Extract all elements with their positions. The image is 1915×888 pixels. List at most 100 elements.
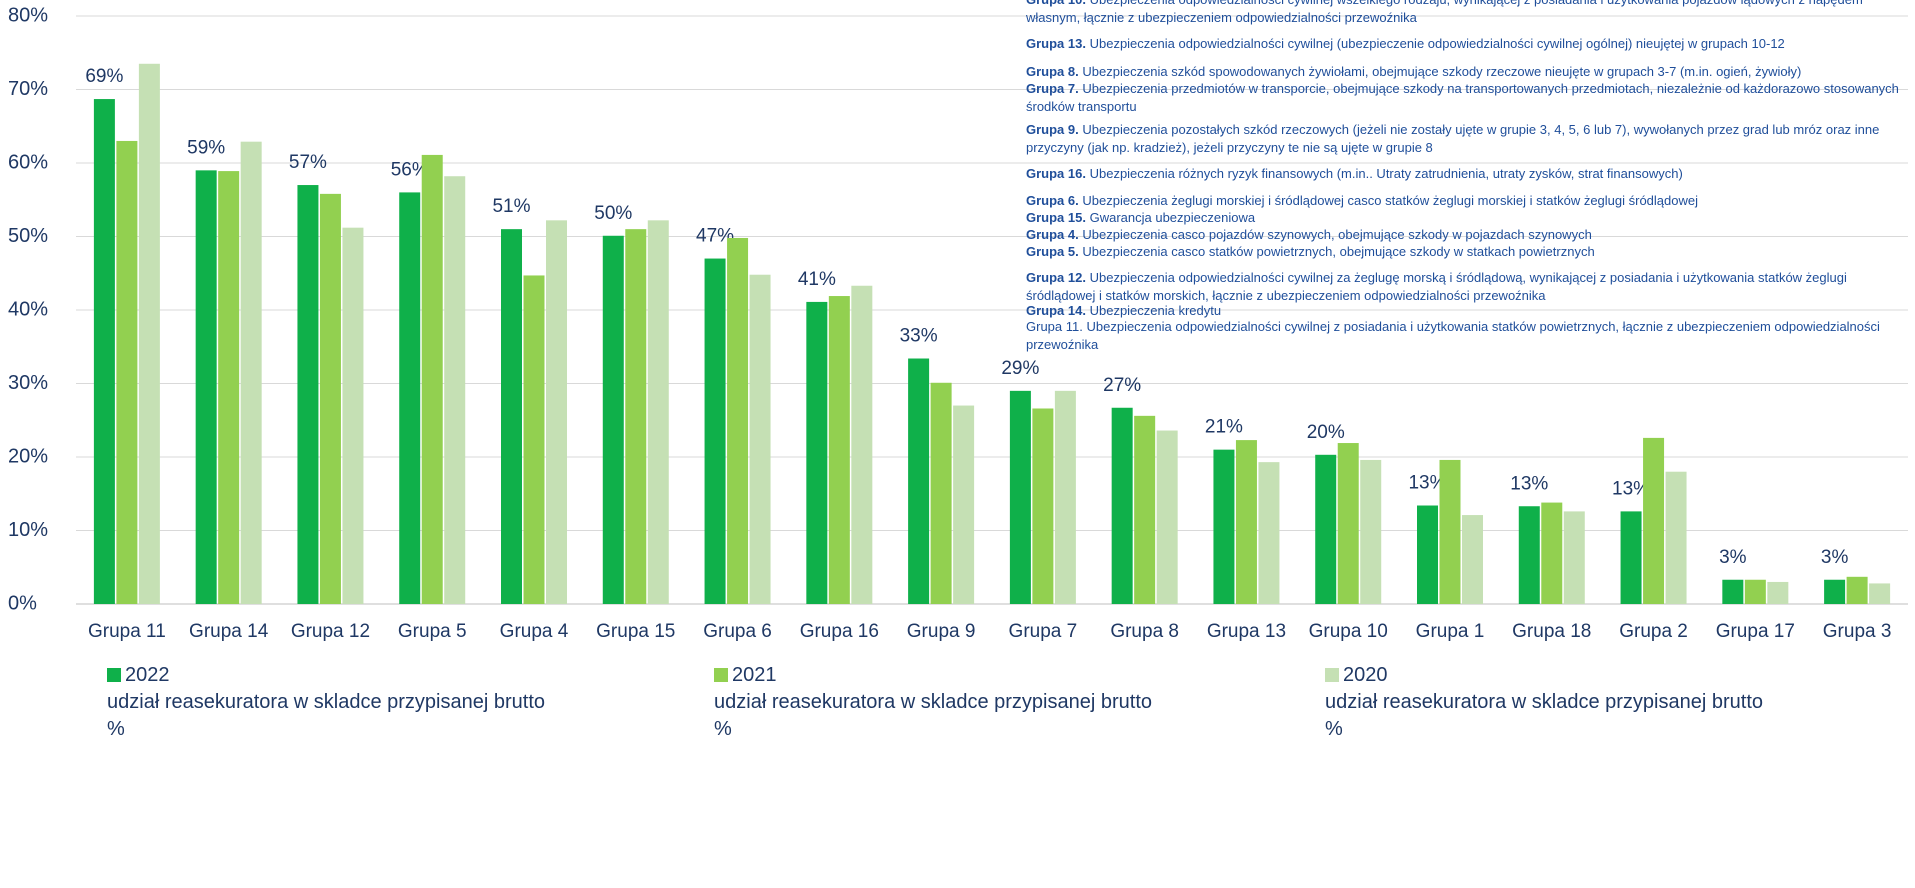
annotation-text: Ubezpieczenia szkód spowodowanych żywioł… bbox=[1082, 64, 1802, 79]
annotation-text: Ubezpieczenia odpowiedzialności cywilnej… bbox=[1026, 0, 1863, 25]
bar bbox=[1315, 454, 1337, 604]
bar bbox=[138, 63, 160, 604]
bar bbox=[727, 237, 749, 604]
bar bbox=[1111, 407, 1133, 604]
y-tick-label: 40% bbox=[8, 298, 48, 320]
bar bbox=[399, 192, 421, 604]
bar bbox=[1620, 511, 1642, 604]
annotation-group: Grupa 15. bbox=[1026, 210, 1086, 225]
x-tick-label: Grupa 8 bbox=[1110, 621, 1179, 642]
annotation: Grupa 10. Ubezpieczenia odpowiedzialnośc… bbox=[1026, 0, 1911, 27]
legend-swatch bbox=[1325, 668, 1339, 682]
bar bbox=[647, 220, 669, 604]
data-label: 51% bbox=[492, 196, 530, 217]
data-label: 57% bbox=[289, 152, 327, 173]
bar bbox=[1541, 502, 1563, 604]
bar bbox=[1032, 408, 1054, 604]
annotation-text: Ubezpieczenia odpowiedzialności cywilnej… bbox=[1026, 270, 1847, 303]
x-tick-label: Grupa 2 bbox=[1619, 621, 1688, 642]
bar bbox=[1563, 511, 1585, 604]
annotation-group: Grupa 4. bbox=[1026, 227, 1079, 242]
annotation: Grupa 5. Ubezpieczenia casco statków pow… bbox=[1026, 243, 1911, 261]
bar bbox=[930, 382, 952, 604]
bar bbox=[602, 235, 624, 604]
annotation: Grupa 13. Ubezpieczenia odpowiedzialnośc… bbox=[1026, 35, 1911, 53]
bar bbox=[342, 227, 364, 604]
data-label: 21% bbox=[1205, 417, 1243, 438]
data-label: 41% bbox=[798, 269, 836, 290]
y-tick-label: 10% bbox=[8, 519, 48, 541]
annotation-text: Ubezpieczenia casco pojazdów szynowych, … bbox=[1082, 227, 1592, 242]
annotation-group: Grupa 7. bbox=[1026, 81, 1079, 96]
data-label: 13% bbox=[1612, 478, 1650, 499]
y-tick-label: 70% bbox=[8, 78, 48, 100]
x-tick-label: Grupa 1 bbox=[1416, 621, 1485, 642]
annotation-text: Ubezpieczenia żeglugi morskiej i śródląd… bbox=[1082, 193, 1698, 208]
y-tick-label: 60% bbox=[8, 151, 48, 173]
annotation-group: Grupa 10. bbox=[1026, 0, 1086, 7]
legend-measure: udział reasekuratora w skladce przypisan… bbox=[1325, 691, 1763, 713]
bar bbox=[93, 99, 115, 605]
annotation-group: Grupa 5. bbox=[1026, 244, 1079, 259]
annotation: Grupa 6. Ubezpieczenia żeglugi morskiej … bbox=[1026, 192, 1911, 210]
annotation-text: Gwarancja ubezpieczeniowa bbox=[1089, 210, 1256, 225]
data-label: 59% bbox=[187, 137, 225, 158]
legend-name: 2022 bbox=[125, 664, 170, 686]
legend-swatch bbox=[107, 668, 121, 682]
y-tick-label: 0% bbox=[8, 592, 37, 614]
legend-item: 2021 udział reasekuratora w skladce przyp… bbox=[714, 662, 1152, 743]
bar bbox=[195, 170, 217, 604]
x-tick-label: Grupa 3 bbox=[1823, 621, 1892, 642]
x-tick-label: Grupa 7 bbox=[1009, 621, 1078, 642]
annotation-text: Ubezpieczenia kredytu bbox=[1089, 303, 1222, 318]
y-tick-label: 30% bbox=[8, 372, 48, 394]
annotation-group: Grupa 6. bbox=[1026, 193, 1079, 208]
legend-item: 2022 udział reasekuratora w skladce przyp… bbox=[107, 662, 545, 743]
bar bbox=[1134, 415, 1156, 604]
bar bbox=[444, 176, 466, 605]
bar bbox=[523, 275, 545, 604]
annotation: Grupa 8. Ubezpieczenia szkód spowodowany… bbox=[1026, 63, 1911, 81]
x-tick-label: Grupa 17 bbox=[1716, 621, 1795, 642]
annotation-text: Ubezpieczenia odpowiedzialności cywilnej… bbox=[1089, 36, 1785, 51]
legend-name: 2021 bbox=[732, 664, 777, 686]
x-tick-label: Grupa 12 bbox=[291, 621, 370, 642]
annotation: Grupa 12. Ubezpieczenia odpowiedzialnośc… bbox=[1026, 269, 1911, 305]
x-tick-label: Grupa 6 bbox=[703, 621, 772, 642]
x-tick-label: Grupa 14 bbox=[189, 621, 269, 642]
data-label: 33% bbox=[900, 326, 938, 347]
legend-unit: % bbox=[1325, 718, 1343, 740]
data-label: 20% bbox=[1307, 422, 1345, 443]
annotation-text: Ubezpieczenia przedmiotów w transporcie,… bbox=[1026, 81, 1899, 114]
legend-measure: udział reasekuratora w skladce przypisan… bbox=[107, 691, 545, 713]
annotation: Grupa 11. Ubezpieczenia odpowiedzialnośc… bbox=[1026, 318, 1911, 354]
bar bbox=[501, 229, 522, 604]
bar bbox=[116, 140, 138, 604]
data-label: 3% bbox=[1821, 547, 1849, 568]
annotations: Grupa 10. Ubezpieczenia odpowiedzialnośc… bbox=[1026, 0, 1915, 420]
annotation: Grupa 14. Ubezpieczenia kredytu bbox=[1026, 302, 1911, 320]
data-label: 13% bbox=[1510, 473, 1548, 494]
bar bbox=[297, 185, 319, 605]
y-tick-label: 20% bbox=[8, 445, 48, 467]
bar bbox=[421, 154, 443, 605]
annotation-group: Grupa 9. bbox=[1026, 122, 1079, 137]
bar bbox=[1643, 437, 1665, 604]
bar bbox=[1665, 471, 1687, 604]
data-label: 13% bbox=[1408, 473, 1446, 494]
bar bbox=[1824, 579, 1846, 604]
data-label: 69% bbox=[85, 66, 123, 87]
annotation-text: Ubezpieczenia pozostałych szkód rzeczowy… bbox=[1026, 122, 1880, 155]
bar bbox=[1258, 462, 1280, 604]
annotation-text: Ubezpieczenia odpowiedzialności cywilnej… bbox=[1026, 319, 1880, 352]
y-tick-label: 80% bbox=[8, 4, 48, 26]
legend-swatch bbox=[714, 668, 728, 682]
bar bbox=[1869, 583, 1891, 604]
annotation: Grupa 7. Ubezpieczenia przedmiotów w tra… bbox=[1026, 80, 1911, 116]
x-tick-label: Grupa 13 bbox=[1207, 621, 1286, 642]
annotation: Grupa 4. Ubezpieczenia casco pojazdów sz… bbox=[1026, 226, 1911, 244]
legend-item: 2020 udział reasekuratora w skladce przyp… bbox=[1325, 662, 1763, 743]
legend-label: 2020 bbox=[1325, 662, 1763, 689]
bar bbox=[1744, 579, 1766, 604]
